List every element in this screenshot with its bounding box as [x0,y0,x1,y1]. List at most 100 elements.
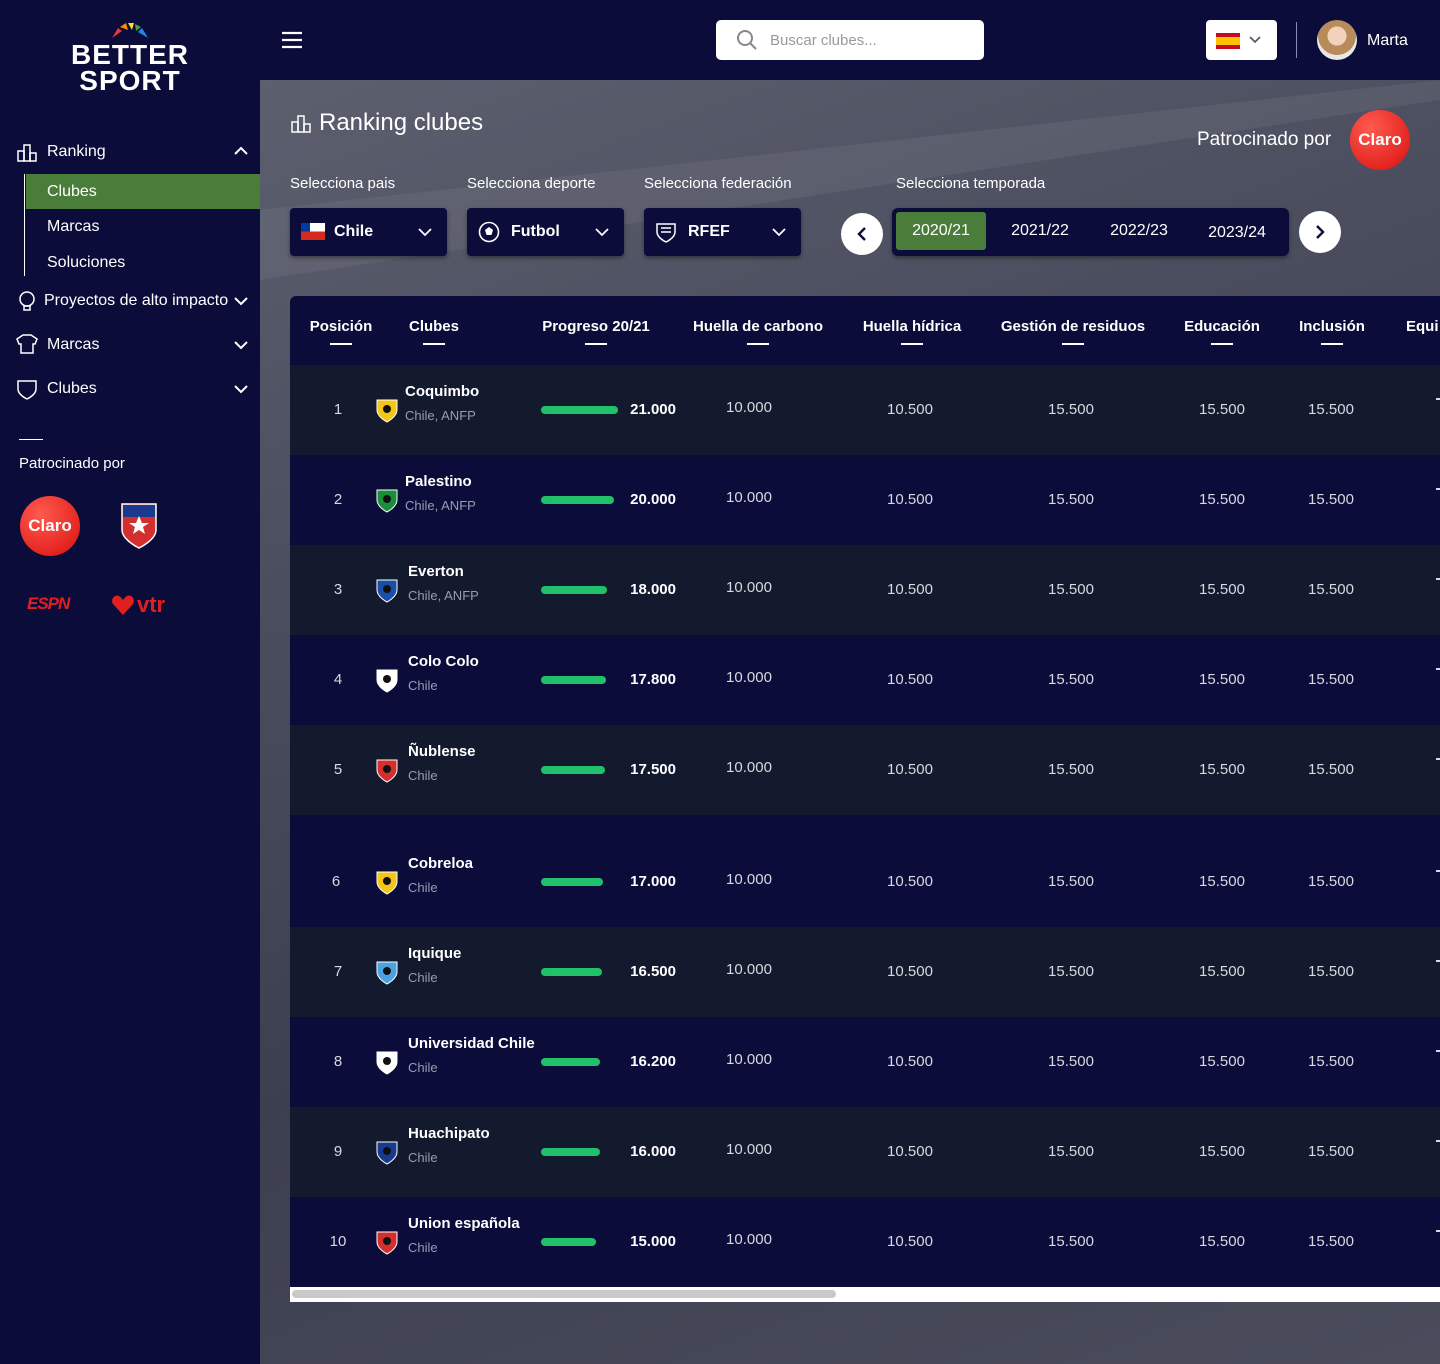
score-cell: 15.500 [1308,491,1354,508]
season-next[interactable] [1299,211,1341,253]
season-tab[interactable]: 2022/23 [1110,222,1168,239]
club-name[interactable]: Coquimbo [405,383,480,400]
user-name[interactable]: Marta [1367,32,1408,49]
club-location: Chile [408,1150,438,1165]
score-cell: 15.500 [1048,1233,1094,1250]
column-header[interactable]: Progreso 20/21 [542,318,650,335]
scrollbar-thumb[interactable] [292,1290,836,1298]
club-name[interactable]: Palestino [405,473,472,490]
sort-indicator [901,343,923,345]
select-value: Futbol [511,223,560,240]
table-row[interactable]: 8 Universidad Chile Chile 16.200 10.000 10.50… [290,1017,1440,1107]
sponsor-rugby[interactable] [120,502,158,550]
score-cell: 10.500 [887,1053,933,1070]
score-cell: 10.500 [887,671,933,688]
cell-position: 10 [329,1233,347,1250]
cell-position: 7 [333,963,343,980]
season-tab[interactable]: 2023/24 [1208,224,1266,241]
menu-button[interactable] [282,31,302,49]
sponsor-logo[interactable]: Claro [1350,110,1410,170]
nav-item[interactable]: Ranking [47,143,106,160]
nav-item[interactable]: Clubes [47,380,97,397]
country-select[interactable]: Chile [290,208,447,256]
club-name[interactable]: Everton [408,563,464,580]
search-box[interactable]: Buscar clubes... [716,20,984,60]
table-row[interactable]: 4 Colo Colo Chile 17.800 10.000 10.500 15.500 1… [290,635,1440,725]
club-name[interactable]: Cobreloa [408,855,474,872]
score-cell: 15.500 [1048,581,1094,598]
column-header[interactable]: Huella hídrica [862,318,962,335]
table-row[interactable]: 1 Coquimbo Chile, ANFP 21.000 10.000 10.500 15… [290,365,1440,455]
club-name[interactable]: Universidad Chile [408,1035,535,1052]
table-row[interactable]: 7 Iquique Chile 16.500 10.000 10.500 15.500 15.… [290,927,1440,1017]
search-placeholder: Buscar clubes... [770,32,877,49]
cell-position: 9 [333,1143,343,1160]
sort-indicator [330,343,352,345]
club-name[interactable]: Union española [408,1215,520,1232]
page-title: Ranking clubes [319,109,484,136]
avatar[interactable] [1317,20,1357,60]
table-row[interactable]: 5 Ñublense Chile 17.500 10.000 10.500 15.500 15… [290,725,1440,815]
table-row[interactable]: 2 Palestino Chile, ANFP 20.000 10.000 10.500 1… [290,455,1440,545]
nav-subitem[interactable]: Marcas [47,218,100,235]
column-header[interactable]: Educación [1184,318,1260,335]
column-header[interactable]: Clubes [408,318,459,335]
nav-item[interactable]: Marcas [47,336,100,353]
sort-indicator [1321,343,1343,345]
column-header[interactable]: Inclusión [1299,318,1365,335]
club-location: Chile [408,880,438,895]
club-name[interactable]: Colo Colo [408,653,479,670]
table-row[interactable]: 6 Cobreloa Chile 17.000 10.000 10.500 15.500 15… [290,815,1440,927]
club-location: Chile [408,1240,438,1255]
season-prev[interactable] [841,213,883,255]
chevron-down [234,341,248,350]
table-row[interactable]: 10 Union española Chile 15.000 10.000 10.500 1… [290,1197,1440,1287]
icon-bulb [19,291,35,311]
sort-indicator [1211,343,1233,345]
club-name[interactable]: Iquique [408,945,462,962]
score-cell: 10.500 [887,1233,933,1250]
column-header[interactable]: Equi [1406,318,1439,335]
table-row[interactable]: 3 Everton Chile, ANFP 18.000 10.000 10.500 15.… [290,545,1440,635]
season-tab[interactable]: 2021/22 [1011,222,1069,239]
ranking-table: Posición Clubes Progreso 20/21 Huella de ca… [290,296,1440,1302]
progress-bar [541,1238,596,1246]
progress-value: 17.500 [630,761,676,778]
progress-value: 17.000 [630,873,676,890]
column-header[interactable]: Gestión de residuos [1000,318,1146,335]
progress-bar [541,496,615,504]
column-header[interactable]: Huella de carbono [692,318,824,335]
federation-select[interactable]: RFEF [644,208,801,256]
club-name[interactable]: Huachipato [408,1125,490,1142]
sponsor-logo[interactable]: Claro [20,496,80,556]
nav-item[interactable]: Proyectos de alto impacto [44,292,229,309]
nav-subitem[interactable]: Soluciones [47,254,126,271]
sport-select[interactable]: Futbol [467,208,624,256]
club-name[interactable]: Ñublense [408,743,476,760]
icon-federation [656,223,676,243]
language-select[interactable] [1206,20,1277,60]
score-cell: 10.000 [726,1141,772,1158]
nav-subitem[interactable]: Clubes [47,183,97,200]
table-row[interactable]: 9 Huachipato Chile 16.000 10.000 10.500 15.500… [290,1107,1440,1197]
season-tab[interactable]: 2020/21 [896,212,986,250]
score-cell: 10.500 [887,873,933,890]
score-cell: 15.500 [1308,1233,1354,1250]
chevron-down [1249,36,1261,44]
progress-value: 20.000 [630,491,676,508]
score-cell: 15.500 [1199,963,1245,980]
score-cell: 15.500 [1199,1233,1245,1250]
club-crest [376,871,398,895]
chevron-down [418,228,432,237]
icon-ranking [17,144,37,162]
sort-indicator [747,343,769,345]
column-header[interactable]: Posición [309,318,373,335]
club-location: Chile, ANFP [405,498,476,513]
club-crest [376,961,398,985]
sponsor-logo[interactable]: ESPN [27,594,70,613]
progress-bar [541,766,606,774]
score-cell: 15.500 [1308,581,1354,598]
cell-position: 6 [331,873,341,890]
sponsor-logo[interactable]: vtr [137,592,166,617]
